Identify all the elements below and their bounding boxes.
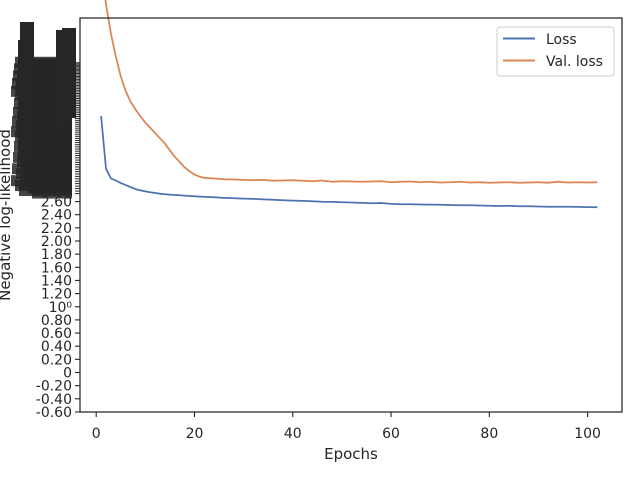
overlapping-tick-label [20,22,34,132]
y-tick-label: 0 [63,366,72,382]
x-axis: 0 20 40 60 80 100 [92,412,601,442]
y-axis-overlapping-tick-labels [11,22,80,199]
plot-lines [100,0,598,209]
y-tick-label: 1.80 [41,247,72,263]
x-tick-label: 0 [92,426,101,442]
y-tick-label: 10⁰ [49,300,73,316]
x-tick-label: 100 [574,426,601,442]
y-tick-label: 2.00 [41,234,72,250]
x-tick-label: 60 [382,426,400,442]
y-tick-label: -0.40 [36,392,72,408]
y-tick-label: 1.40 [41,273,72,289]
x-tick-label: 80 [480,426,498,442]
legend-label-val-loss: Val. loss [546,54,603,70]
y-tick-label: 2.40 [41,208,72,224]
y-tick-label: 0.60 [41,326,72,342]
series-line-1 [104,0,598,184]
y-axis: -0.60-0.40-0.2000.200.400.600.8010⁰1.201… [36,195,80,421]
x-axis-title: Epochs [324,445,378,463]
y-tick-label: 0.40 [41,339,72,355]
series-line-0 [100,116,598,209]
y-axis-title: Negative log-likelihood [0,129,14,301]
overlapping-tick-label [62,28,76,118]
legend: Loss Val. loss [496,26,615,77]
x-tick-label: 20 [186,426,204,442]
y-tick-label: 2.20 [41,221,72,237]
y-tick-label: 1.20 [41,287,72,303]
overlapping-tick-label [15,56,72,68]
plot-frame [79,17,623,413]
y-tick-label: 0.80 [41,313,72,329]
legend-label-loss: Loss [546,32,577,48]
y-tick-label: -0.20 [36,379,72,395]
x-tick-label: 40 [284,426,302,442]
y-tick-label: 0.20 [41,352,72,368]
y-tick-label: 1.60 [41,260,72,276]
y-tick-label: -0.60 [36,405,72,421]
